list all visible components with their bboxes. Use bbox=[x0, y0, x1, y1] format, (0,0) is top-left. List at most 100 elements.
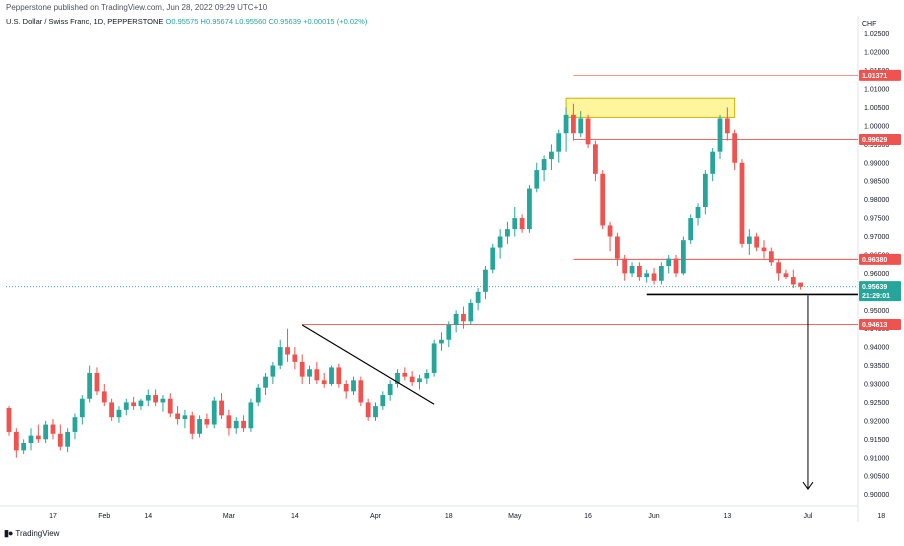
candle-body[interactable] bbox=[277, 347, 283, 366]
candle-body[interactable] bbox=[329, 367, 334, 384]
candle-body[interactable] bbox=[644, 273, 650, 278]
candle-body[interactable] bbox=[578, 118, 584, 134]
candle-body[interactable] bbox=[387, 384, 393, 396]
candle-body[interactable] bbox=[710, 151, 716, 174]
candle-body[interactable] bbox=[702, 173, 708, 207]
candle-body[interactable] bbox=[431, 343, 437, 373]
candle-body[interactable] bbox=[343, 384, 349, 392]
candle-body[interactable] bbox=[336, 367, 342, 384]
candle-body[interactable] bbox=[468, 302, 474, 322]
candle-body[interactable] bbox=[556, 133, 562, 152]
candle-body[interactable] bbox=[138, 400, 144, 407]
candle-body[interactable] bbox=[189, 415, 195, 434]
candle-body[interactable] bbox=[321, 380, 327, 384]
candle-body[interactable] bbox=[409, 376, 415, 383]
candle-body[interactable] bbox=[541, 159, 547, 171]
candle-body[interactable] bbox=[798, 282, 804, 287]
candle-body[interactable] bbox=[783, 273, 789, 278]
candle-body[interactable] bbox=[248, 402, 254, 429]
tradingview-branding[interactable]: ▮● TradingView bbox=[4, 528, 59, 539]
candle-body[interactable] bbox=[614, 236, 620, 259]
candle-body[interactable] bbox=[358, 380, 364, 403]
candle-body[interactable] bbox=[636, 266, 642, 278]
candle-body[interactable] bbox=[629, 266, 635, 274]
candle-body[interactable] bbox=[717, 118, 723, 152]
candle-body[interactable] bbox=[519, 218, 525, 230]
candle-body[interactable] bbox=[50, 424, 56, 434]
candle-body[interactable] bbox=[35, 435, 41, 440]
candle-body[interactable] bbox=[87, 372, 93, 399]
candle-body[interactable] bbox=[65, 431, 71, 447]
candle-body[interactable] bbox=[746, 236, 752, 244]
candle-body[interactable] bbox=[593, 144, 598, 174]
candle-body[interactable] bbox=[585, 118, 591, 145]
candle-body[interactable] bbox=[21, 443, 27, 451]
candle-body[interactable] bbox=[380, 395, 386, 407]
candle-body[interactable] bbox=[101, 391, 107, 403]
candle-body[interactable] bbox=[563, 114, 569, 134]
candle-body[interactable] bbox=[79, 398, 85, 418]
candle-body[interactable] bbox=[116, 409, 122, 418]
candle-body[interactable] bbox=[94, 372, 100, 392]
candle-body[interactable] bbox=[160, 398, 166, 403]
candle-body[interactable] bbox=[497, 236, 503, 248]
candle-body[interactable] bbox=[658, 266, 664, 281]
candle-body[interactable] bbox=[512, 218, 518, 230]
candle-body[interactable] bbox=[373, 406, 378, 418]
candle-body[interactable] bbox=[299, 361, 305, 377]
candle-body[interactable] bbox=[417, 378, 422, 383]
candle-body[interactable] bbox=[651, 273, 657, 281]
candle-body[interactable] bbox=[255, 387, 261, 403]
candle-body[interactable] bbox=[461, 313, 466, 322]
candle-body[interactable] bbox=[527, 188, 532, 230]
candle-body[interactable] bbox=[57, 433, 63, 447]
candle-body[interactable] bbox=[549, 151, 554, 160]
candle-body[interactable] bbox=[219, 400, 224, 416]
candle-body[interactable] bbox=[43, 424, 49, 440]
candle-body[interactable] bbox=[622, 258, 628, 274]
candle-body[interactable] bbox=[446, 325, 452, 340]
candle-body[interactable] bbox=[739, 162, 745, 244]
candle-body[interactable] bbox=[475, 291, 481, 303]
candle-body[interactable] bbox=[688, 218, 694, 241]
candle-body[interactable] bbox=[424, 372, 430, 379]
candle-body[interactable] bbox=[724, 118, 730, 134]
trendline[interactable] bbox=[301, 324, 435, 405]
candle-body[interactable] bbox=[13, 431, 19, 451]
candle-body[interactable] bbox=[761, 247, 767, 252]
candle-body[interactable] bbox=[732, 133, 738, 163]
candle-body[interactable] bbox=[534, 170, 540, 189]
candle-body[interactable] bbox=[123, 402, 129, 410]
candle-body[interactable] bbox=[145, 395, 151, 401]
candle-body[interactable] bbox=[351, 380, 356, 392]
candle-body[interactable] bbox=[483, 269, 488, 292]
candle-body[interactable] bbox=[197, 419, 202, 434]
candle-body[interactable] bbox=[490, 247, 496, 270]
candle-body[interactable] bbox=[211, 400, 217, 425]
candle-body[interactable] bbox=[505, 229, 510, 237]
candle-body[interactable] bbox=[270, 365, 276, 377]
candle-body[interactable] bbox=[776, 262, 782, 274]
candle-body[interactable] bbox=[6, 407, 12, 432]
candle-body[interactable] bbox=[263, 376, 268, 388]
candle-body[interactable] bbox=[226, 415, 232, 429]
candle-body[interactable] bbox=[204, 419, 210, 425]
candle-body[interactable] bbox=[314, 369, 320, 381]
candle-body[interactable] bbox=[28, 435, 34, 443]
candle-body[interactable] bbox=[402, 372, 408, 377]
candle-body[interactable] bbox=[395, 372, 400, 384]
candle-body[interactable] bbox=[695, 207, 701, 219]
candle-body[interactable] bbox=[72, 417, 78, 432]
candle-body[interactable] bbox=[790, 277, 796, 285]
candle-body[interactable] bbox=[175, 413, 180, 420]
symbol-name[interactable]: U.S. Dollar / Swiss Franc, 1D, PEPPERSTO… bbox=[6, 17, 164, 26]
candle-body[interactable] bbox=[768, 251, 774, 263]
candle-body[interactable] bbox=[131, 402, 137, 407]
candle-body[interactable] bbox=[285, 347, 290, 355]
candle-body[interactable] bbox=[754, 236, 760, 248]
candle-body[interactable] bbox=[571, 114, 576, 134]
candle-body[interactable] bbox=[453, 313, 459, 325]
candle-body[interactable] bbox=[182, 415, 188, 420]
candle-body[interactable] bbox=[673, 258, 679, 274]
